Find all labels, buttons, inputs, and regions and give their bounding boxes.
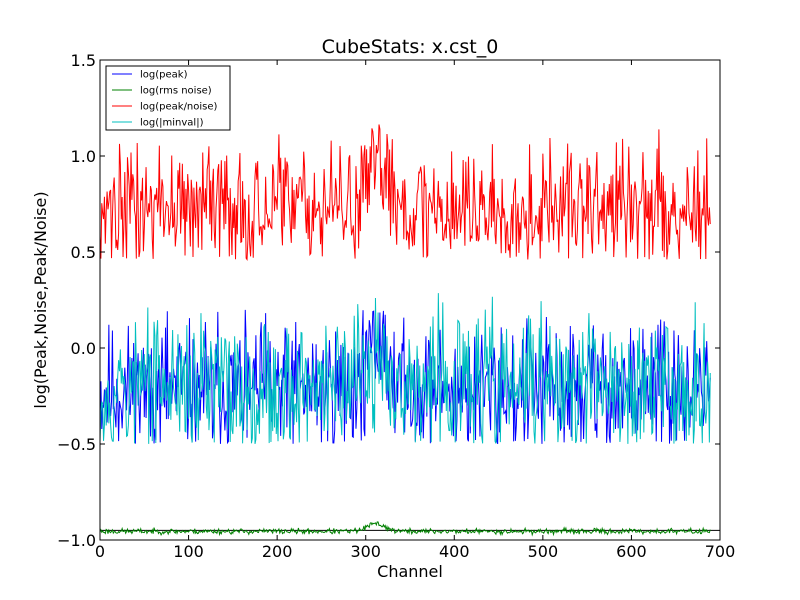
legend-label: log(peak) bbox=[140, 70, 188, 81]
x-tick-label: 100 bbox=[173, 542, 204, 561]
x-tick-label: 0 bbox=[95, 542, 105, 561]
legend: log(peak) log(rms noise) log(peak/noise) lo… bbox=[105, 65, 231, 131]
y-tick-label: 1.0 bbox=[71, 147, 96, 166]
x-tick-label: 500 bbox=[528, 542, 559, 561]
y-axis-label: log(Peak,Noise,Peak/Noise) bbox=[31, 191, 50, 408]
plot-area: 0 100 200 300 400 500 600 700 −1.0 −0.5 0.0 0.5 1.0 1… bbox=[57, 51, 735, 561]
legend-label: log(peak/noise) bbox=[140, 102, 218, 113]
legend-label: log(rms noise) bbox=[140, 86, 212, 97]
x-tick-label: 200 bbox=[262, 542, 293, 561]
series-line-3 bbox=[99, 293, 711, 444]
x-tick-label: 700 bbox=[705, 542, 736, 561]
x-axis-label: Channel bbox=[377, 562, 443, 581]
y-tick-label: −1.0 bbox=[57, 531, 96, 550]
x-tick-label: 600 bbox=[616, 542, 647, 561]
y-tick-label: 0.0 bbox=[71, 339, 96, 358]
plot-frame bbox=[99, 59, 721, 541]
x-tick-label: 400 bbox=[439, 542, 470, 561]
chart-title: CubeStats: x.cst_0 bbox=[322, 36, 499, 58]
legend-box bbox=[105, 65, 231, 131]
ticks-layer: 0 100 200 300 400 500 600 700 −1.0 −0.5 0.0 0.5 1.0 1… bbox=[57, 51, 735, 561]
series-layer bbox=[99, 124, 720, 537]
y-tick-label: −0.5 bbox=[57, 435, 96, 454]
x-tick-label: 300 bbox=[350, 542, 381, 561]
legend-label: log(|minval|) bbox=[140, 118, 204, 129]
plot-background bbox=[100, 60, 720, 540]
y-tick-label: 0.5 bbox=[71, 243, 96, 262]
legend-entries: log(peak) log(rms noise) log(peak/noise) lo… bbox=[112, 70, 218, 129]
series-line-1 bbox=[99, 521, 711, 537]
y-tick-label: 1.5 bbox=[71, 51, 96, 70]
series-line-2 bbox=[99, 124, 711, 261]
